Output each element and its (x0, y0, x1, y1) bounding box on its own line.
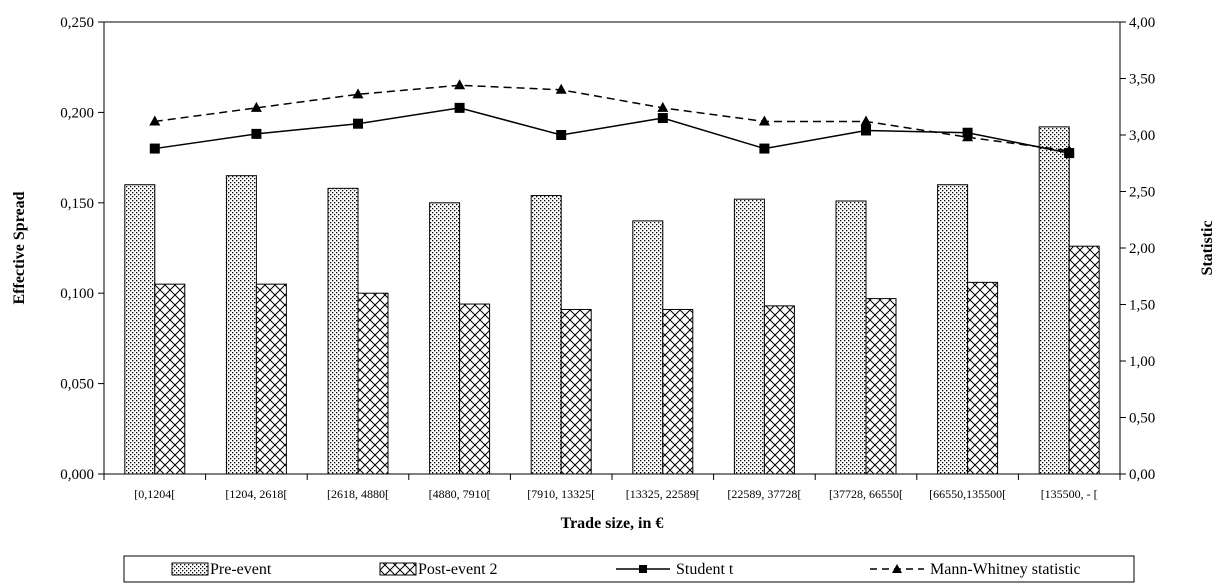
marker-mann-whitney (657, 101, 669, 112)
y2-tick-label: 0,00 (1129, 467, 1155, 483)
category-label: [7910, 13325[ (527, 487, 595, 501)
bar-pre-event (632, 220, 664, 475)
y-tick-label: 0,100 (60, 286, 94, 302)
bar-pre-event (937, 184, 969, 475)
y-tick-label: 0,250 (60, 15, 94, 31)
legend-label-pre-event: Pre-event (210, 561, 272, 578)
marker-mann-whitney (1063, 144, 1075, 155)
y2-axis-title: Statistic (1199, 220, 1216, 275)
marker-mann-whitney (250, 101, 262, 112)
category-label: [13325, 22589[ (626, 487, 700, 501)
marker-mann-whitney (860, 115, 872, 126)
y2-tick-label: 1,50 (1129, 298, 1155, 314)
y-tick-label: 0,050 (60, 377, 94, 393)
category-label: [135500, - [ (1041, 487, 1098, 501)
y-axis-title: Effective Spread (11, 191, 28, 304)
marker-student-t (251, 128, 262, 139)
marker-student-t (759, 143, 770, 154)
bar-post-event-2 (255, 283, 287, 475)
category-label: [4880, 7910[ (429, 487, 491, 501)
marker-student-t (149, 143, 160, 154)
legend-label-post-event-2: Post-event 2 (418, 561, 498, 578)
bar-post-event-2 (763, 305, 795, 475)
category-label: [0,1204[ (134, 487, 175, 501)
marker-student-t (353, 118, 363, 129)
bar-post-event-2 (459, 303, 491, 475)
x-axis-title: Trade size, in € (561, 515, 664, 532)
legend: Pre-event Post-event 2 Student t Mann-Wh… (123, 555, 1135, 583)
bar-pre-event (835, 200, 867, 475)
bar-post-event-2 (662, 308, 694, 475)
y2-tick-label: 3,00 (1129, 128, 1155, 144)
marker-mann-whitney (758, 115, 770, 126)
bar-post-event-2 (967, 281, 999, 475)
legend-label-student-t: Student t (676, 561, 734, 578)
line-student-t (154, 107, 1070, 154)
marker-mann-whitney (962, 131, 974, 142)
marker-mann-whitney (555, 83, 567, 94)
y2-tick-label: 1,00 (1129, 354, 1155, 370)
category-label: [2618, 4880[ (327, 487, 389, 501)
bar-post-event-2 (357, 292, 389, 475)
bar-pre-event (327, 187, 359, 475)
category-label: [1204, 2618[ (225, 487, 287, 501)
legend-marker-mann-whitney (892, 564, 902, 573)
y2-tick-label: 2,50 (1129, 185, 1155, 201)
y-tick-label: 0,200 (60, 105, 94, 121)
marker-mann-whitney (454, 79, 466, 90)
bar-pre-event (225, 175, 257, 475)
category-label: [66550,135500[ (929, 487, 1006, 501)
marker-student-t (556, 130, 567, 140)
y-tick-label: 0,150 (60, 196, 94, 212)
marker-mann-whitney (352, 88, 364, 99)
y2-tick-label: 3,50 (1129, 72, 1155, 88)
bar-pre-event (1038, 126, 1070, 475)
marker-student-t (657, 113, 668, 124)
legend-swatch-post-event-2 (379, 562, 417, 576)
bar-pre-event (733, 198, 765, 475)
legend-marker-student-t (639, 565, 647, 573)
y-tick-label: 0,000 (60, 467, 94, 483)
bar-post-event-2 (154, 283, 186, 475)
category-label: [37728, 66550[ (829, 487, 903, 501)
legend-swatch-pre-event (171, 562, 209, 576)
bar-pre-event (124, 184, 156, 475)
bar-post-event-2 (560, 308, 592, 475)
y2-tick-label: 2,00 (1129, 241, 1155, 257)
legend-label-mann-whitney: Mann-Whitney statistic (930, 561, 1081, 578)
y2-tick-label: 0,50 (1129, 411, 1155, 427)
marker-student-t (454, 102, 465, 113)
marker-student-t (861, 125, 871, 136)
line-mann-whitney (154, 84, 1070, 152)
bar-pre-event (530, 195, 562, 475)
bar-post-event-2 (1068, 245, 1100, 475)
bar-post-event-2 (865, 298, 897, 475)
marker-mann-whitney (149, 115, 161, 126)
bar-pre-event (429, 202, 461, 475)
category-label: [22589, 37728[ (727, 487, 801, 501)
y2-tick-label: 4,00 (1129, 15, 1155, 31)
